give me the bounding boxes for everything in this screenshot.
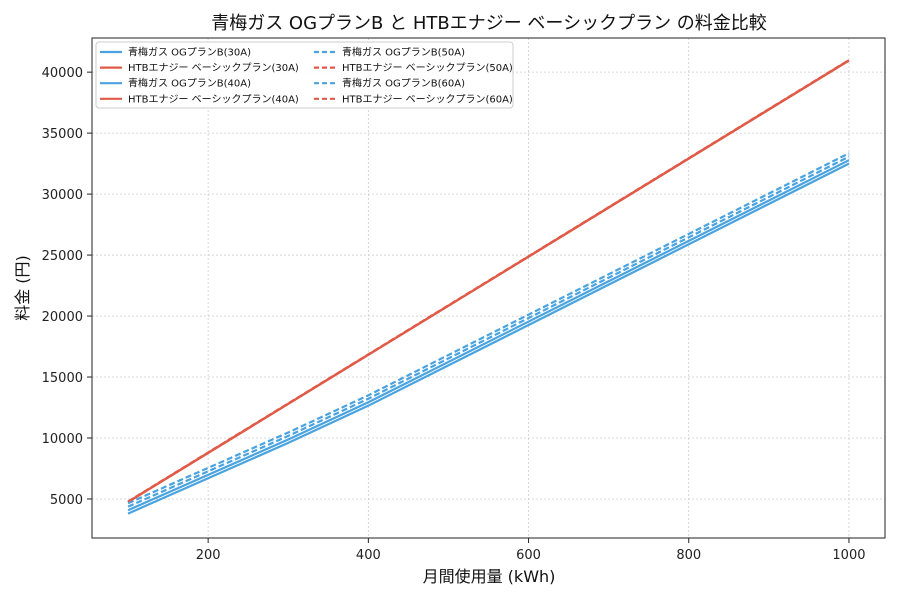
- y-tick-label: 30000: [42, 188, 83, 203]
- series-layer: [127, 59, 850, 515]
- legend-label: 青梅ガス OGプランB(30A): [128, 46, 251, 59]
- legend-box: [95, 41, 514, 109]
- x-tick-label: 800: [676, 548, 701, 563]
- series-line-8: [127, 59, 850, 503]
- x-tick-label: 400: [356, 548, 381, 563]
- axis-ticks: 200 400 600 800 1000 5000 10000 15000 20000 25000…: [42, 66, 866, 563]
- legend-label: 青梅ガス OGプランB(60A): [342, 77, 465, 90]
- legend-label: HTBエナジー ベーシックプラン(30A): [128, 62, 299, 74]
- x-tick-label: 1000: [832, 548, 865, 563]
- x-tick-label: 600: [516, 548, 541, 563]
- y-axis-label: 料金 (円): [13, 255, 32, 321]
- legend-label: HTBエナジー ベーシックプラン(50A): [342, 62, 513, 74]
- legend-label: 青梅ガス OGプランB(40A): [128, 77, 251, 90]
- y-tick-label: 20000: [42, 310, 83, 325]
- y-tick-label: 40000: [42, 66, 83, 81]
- x-axis-label: 月間使用量 (kWh): [423, 567, 556, 586]
- y-tick-label: 10000: [42, 432, 83, 447]
- legend-label: HTBエナジー ベーシックプラン(40A): [128, 93, 299, 105]
- x-tick-label: 200: [196, 548, 221, 563]
- y-tick-label: 5000: [50, 493, 83, 508]
- series-line-7: [127, 152, 850, 505]
- plot-frame: [91, 37, 886, 539]
- series-line-1: [127, 162, 850, 515]
- chart-title: 青梅ガス OGプランB と HTBエナジー ベーシックプラン の料金比較: [211, 13, 767, 34]
- legend-label: 青梅ガス OGプランB(50A): [342, 46, 465, 59]
- series-line-3: [127, 159, 850, 512]
- y-tick-label: 15000: [42, 371, 83, 386]
- legend-label: HTBエナジー ベーシックプラン(60A): [342, 93, 513, 105]
- y-tick-label: 35000: [42, 127, 83, 142]
- series-line-5: [127, 155, 850, 508]
- legend: 青梅ガス OGプランB(30A) HTBエナジー ベーシックプラン(30A) 青梅ガ…: [95, 41, 514, 109]
- y-tick-label: 25000: [42, 249, 83, 264]
